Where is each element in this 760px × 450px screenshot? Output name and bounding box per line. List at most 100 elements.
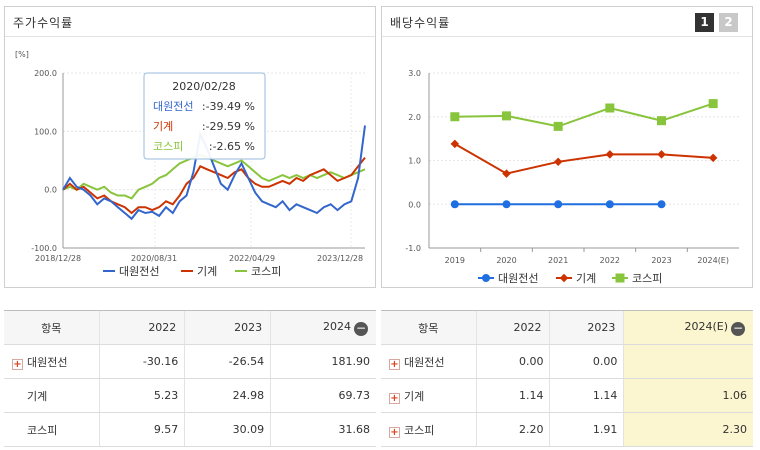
table-row: 코스피 9.57 30.09 31.68 [4,412,376,447]
table-row: + 대원전선 -30.16 -26.54 181.90 [4,344,376,379]
collapse-icon[interactable]: − [354,320,368,336]
data-point [554,200,563,209]
tooltip-series-value: :-39.49 % [202,100,255,113]
cell-value: 1.14 [549,378,624,413]
table-row: 기계 5.23 24.98 69.73 [4,378,376,413]
series-line-코스피 [454,102,714,128]
cell-value [623,344,753,379]
cell-value: 2.20 [475,412,550,447]
page-2-button[interactable]: 2 [719,13,738,32]
legend-swatch [482,274,490,282]
dividend-yield-panel: 배당수익률 1 2 3.0 2.0 1.0 0.0 -1.0 2019 2020 2021 20… [381,6,753,288]
cell-value: 31.68 [270,412,376,447]
data-point [708,99,718,109]
y-tick-label: 0.0 [44,186,57,195]
stock-return-title: 주가수익률 [13,16,74,30]
cell-value: 69.73 [270,378,376,413]
cell-value: 1.14 [475,378,550,413]
stock-return-table: 항목 2022 2023 2024− + 대원전선 -30.16 -26.54 181.… [4,310,376,447]
data-point [605,150,615,159]
legend-label: 코스피 [632,272,662,285]
data-point [450,139,460,149]
data-point [553,157,563,167]
header-item: 항목 [4,310,99,345]
x-tick-label: 2023 [651,256,671,265]
data-point [502,169,511,178]
row-name: + 대원전선 [4,344,99,379]
tooltip-series-label: 기계 [153,120,173,133]
x-tick-label: 2022/04/29 [229,254,275,263]
header-2022: 2022 [475,310,550,345]
data-point [502,200,511,209]
stock-return-panel: 주가수익률 [%] 200.0 100.0 0.0 -100.0 2018/12/28 20… [4,6,376,288]
data-point [657,116,666,126]
x-tick-label: 2020 [496,256,516,265]
legend-label: 코스피 [251,265,281,278]
cell-value: 9.57 [98,412,185,447]
legend-swatch [615,273,625,283]
y-unit-label: [%] [15,50,29,59]
tooltip-series-value: :-2.65 % [209,140,255,153]
row-label: 코스피 [27,423,58,437]
data-point [657,150,666,159]
x-tick-label: 2019 [445,256,465,265]
data-point [708,153,718,163]
tooltip-series-label: 대원전선 [153,100,193,113]
legend-label: 대원전선 [498,272,538,285]
legend-swatch [559,273,569,283]
cell-value: 1.06 [623,378,753,413]
data-point [605,200,614,209]
y-tick-label: 100.0 [34,127,57,136]
cell-value: 0.00 [549,344,624,379]
y-tick-label: 2.0 [408,113,421,122]
cell-value: 181.90 [270,344,376,379]
cell-value: 5.23 [98,378,185,413]
legend-label: 기계 [576,272,596,285]
header-2023: 2023 [549,310,624,345]
table-row: + 기계 1.14 1.14 1.06 [381,378,753,413]
page-1-button[interactable]: 1 [695,13,714,32]
data-point [553,121,563,131]
series-line-대원전선 [62,125,366,221]
cell-value: -30.16 [98,344,185,379]
row-label: 대원전선 [404,355,445,369]
expand-plus-icon[interactable]: + [389,426,400,438]
x-tick-label: 2018/12/28 [35,254,81,263]
y-tick-label: 1.0 [408,157,421,166]
data-point [450,112,460,122]
dividend-yield-table: 항목 2022 2023 2024(E) − + 대원전선 0.00 0.00 + 기계 1.… [381,310,753,447]
tooltip-box [143,72,266,160]
cell-value: -26.54 [184,344,271,379]
y-tick-label: -1.0 [405,244,421,253]
row-label: 대원전선 [27,355,68,369]
row-name: + 코스피 [381,412,476,447]
table-row: + 대원전선 0.00 0.00 [381,344,753,379]
header-item: 항목 [381,310,476,345]
cell-value: 24.98 [184,378,271,413]
series-line-기계 [454,143,714,175]
y-tick-label: 3.0 [408,69,421,78]
cell-value: 0.00 [475,344,550,379]
row-name: 기계 [4,378,99,413]
row-name: + 대원전선 [381,344,476,379]
series-line-코스피 [62,153,366,200]
collapse-icon[interactable]: − [731,320,745,336]
row-label: 기계 [27,389,48,403]
expand-plus-icon[interactable]: + [389,358,400,370]
x-tick-label: 2022 [600,256,620,265]
x-tick-label: 2024(E) [697,256,729,265]
cell-value: 1.91 [549,412,624,447]
row-label: 코스피 [404,423,435,437]
expand-plus-icon[interactable]: + [389,392,400,404]
dividend-yield-title: 배당수익률 [390,16,451,30]
data-point [605,103,615,113]
table-row: + 코스피 2.20 1.91 2.30 [381,412,753,447]
cell-value: 2.30 [623,412,753,447]
header-2023: 2023 [184,310,271,345]
y-tick-label: 0.0 [408,200,421,209]
dividend-yield-chart[interactable]: 3.0 2.0 1.0 0.0 -1.0 2019 2020 2021 2022 2023 2024… [382,37,752,287]
data-point [502,111,511,121]
x-tick-label: 2020/08/31 [131,254,177,263]
expand-plus-icon[interactable]: + [12,358,23,370]
